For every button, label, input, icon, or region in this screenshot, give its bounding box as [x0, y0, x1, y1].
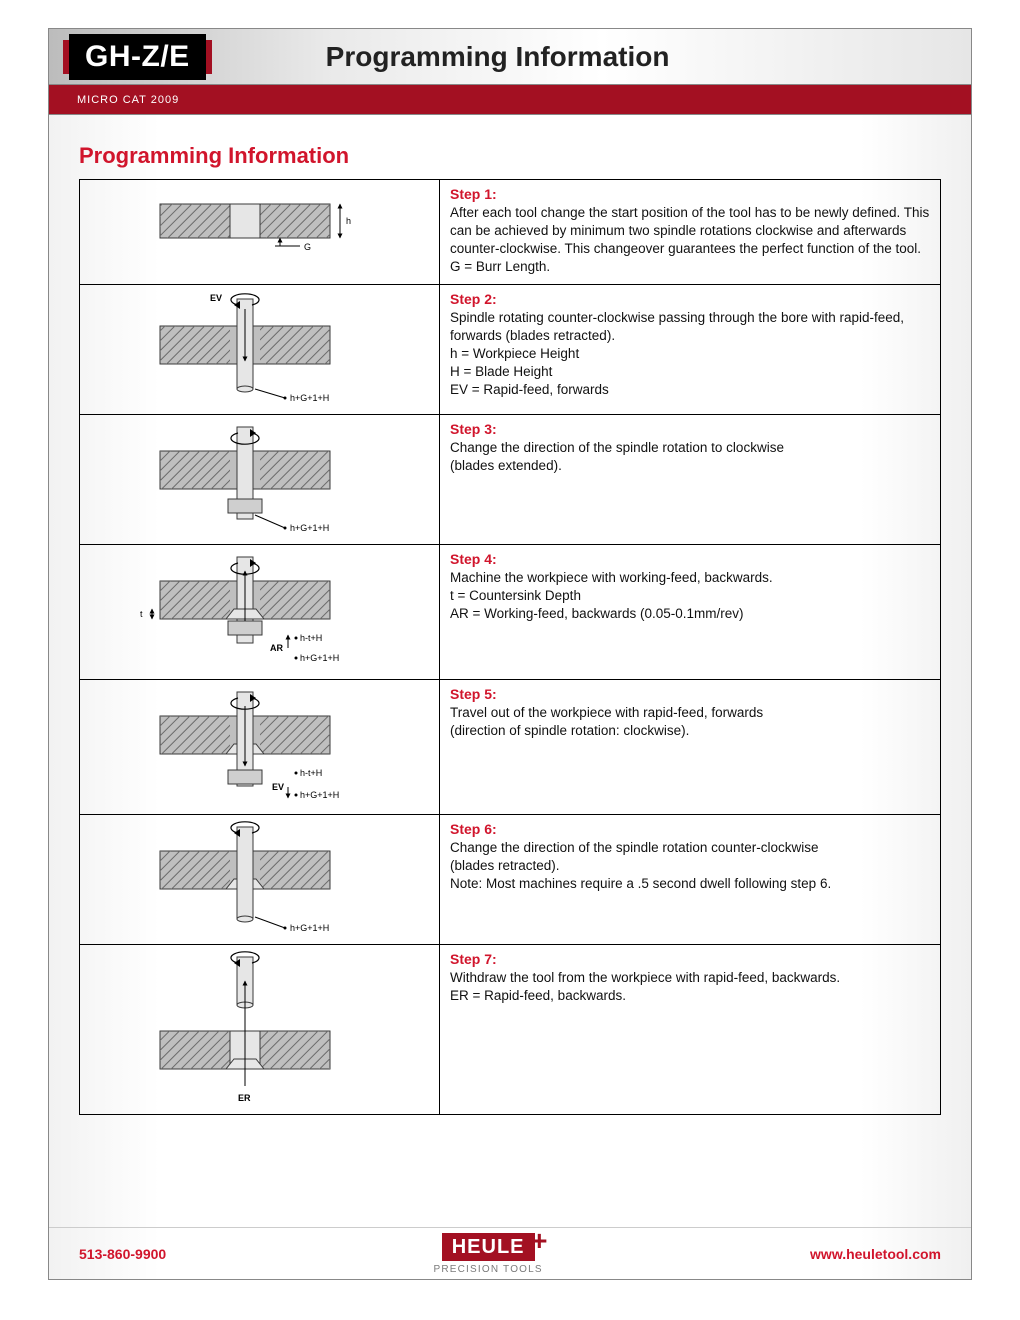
step-text: Withdraw the tool from the workpiece wit…: [450, 970, 840, 1003]
table-row: ER Step 7: Withdraw the tool from the wo…: [80, 945, 941, 1115]
logo-sub: PRECISION TOOLS: [433, 1264, 542, 1275]
step-desc: Step 2: Spindle rotating counter-clockwi…: [440, 285, 941, 415]
table-row: h+G+1+H Step 6: Change the direction of …: [80, 815, 941, 945]
step-desc: Step 3: Change the direction of the spin…: [440, 415, 941, 545]
step-desc: Step 4: Machine the workpiece with worki…: [440, 545, 941, 680]
table-row: h G Step 1: After each tool change the s…: [80, 180, 941, 285]
catalog-label: MICRO CAT 2009: [77, 94, 179, 106]
svg-text:h-t+H: h-t+H: [300, 768, 322, 778]
brand-logo: HEULE PRECISION TOOLS: [433, 1233, 542, 1275]
svg-text:EV: EV: [272, 782, 284, 792]
step-text: After each tool change the start positio…: [450, 205, 929, 274]
table-row: h-t+H EV h+G+1+H Step 5: Travel out of t…: [80, 680, 941, 815]
diagram-step-1: h G: [80, 180, 440, 285]
product-code-badge: GH-Z/E: [69, 34, 206, 80]
step-label: Step 2:: [450, 291, 497, 307]
diagram-step-5: h-t+H EV h+G+1+H: [80, 680, 440, 815]
svg-text:h-t+H: h-t+H: [300, 633, 322, 643]
step-text: Spindle rotating counter-clockwise passi…: [450, 310, 904, 397]
diagram-step-3: h+G+1+H: [80, 415, 440, 545]
content-area: Programming Information: [49, 115, 971, 1115]
step-text: Change the direction of the spindle rota…: [450, 440, 784, 473]
diagram-step-7: ER: [80, 945, 440, 1115]
svg-text:h+G+1+H: h+G+1+H: [290, 393, 329, 403]
phone-number: 513-860-9900: [79, 1246, 166, 1262]
section-title: Programming Information: [79, 143, 941, 169]
svg-text:EV: EV: [210, 293, 222, 303]
step-text: Change the direction of the spindle rota…: [450, 840, 831, 891]
table-row: h+G+1+H Step 3: Change the direction of …: [80, 415, 941, 545]
svg-text:G: G: [304, 242, 311, 252]
page-footer: 513-860-9900 HEULE PRECISION TOOLS www.h…: [49, 1227, 971, 1279]
step-label: Step 1:: [450, 186, 497, 202]
step-label: Step 6:: [450, 821, 497, 837]
svg-text:h+G+1+H: h+G+1+H: [300, 653, 339, 663]
svg-text:t: t: [140, 609, 143, 619]
step-label: Step 5:: [450, 686, 497, 702]
svg-text:h+G+1+H: h+G+1+H: [290, 523, 329, 533]
diagram-step-6: h+G+1+H: [80, 815, 440, 945]
svg-text:ER: ER: [238, 1093, 251, 1103]
diagram-step-2: EV h+G+1+H: [80, 285, 440, 415]
table-row: EV h+G+1+H Step 2: Spindle rotating coun…: [80, 285, 941, 415]
step-desc: Step 5: Travel out of the workpiece with…: [440, 680, 941, 815]
page-title: Programming Information: [326, 41, 670, 73]
step-text: Travel out of the workpiece with rapid-f…: [450, 705, 763, 738]
svg-text:h: h: [346, 216, 351, 226]
title-bar: GH-Z/E Programming Information: [49, 29, 971, 85]
step-label: Step 3:: [450, 421, 497, 437]
step-label: Step 7:: [450, 951, 497, 967]
table-row: t AR h-t+H h+G+1+H Step 4: Machine th: [80, 545, 941, 680]
catalog-strip: MICRO CAT 2009: [49, 85, 971, 115]
svg-text:h+G+1+H: h+G+1+H: [300, 790, 339, 800]
logo-main: HEULE: [442, 1233, 535, 1261]
svg-text:h+G+1+H: h+G+1+H: [290, 923, 329, 933]
diagram-step-4: t AR h-t+H h+G+1+H: [80, 545, 440, 680]
step-desc: Step 7: Withdraw the tool from the workp…: [440, 945, 941, 1115]
steps-table: h G Step 1: After each tool change the s…: [79, 179, 941, 1115]
website-url: www.heuletool.com: [810, 1246, 941, 1262]
page-frame: GH-Z/E Programming Information MICRO CAT…: [48, 28, 972, 1280]
step-label: Step 4:: [450, 551, 497, 567]
step-text: Machine the workpiece with working-feed,…: [450, 570, 773, 621]
step-desc: Step 1: After each tool change the start…: [440, 180, 941, 285]
step-desc: Step 6: Change the direction of the spin…: [440, 815, 941, 945]
svg-text:AR: AR: [270, 643, 283, 653]
